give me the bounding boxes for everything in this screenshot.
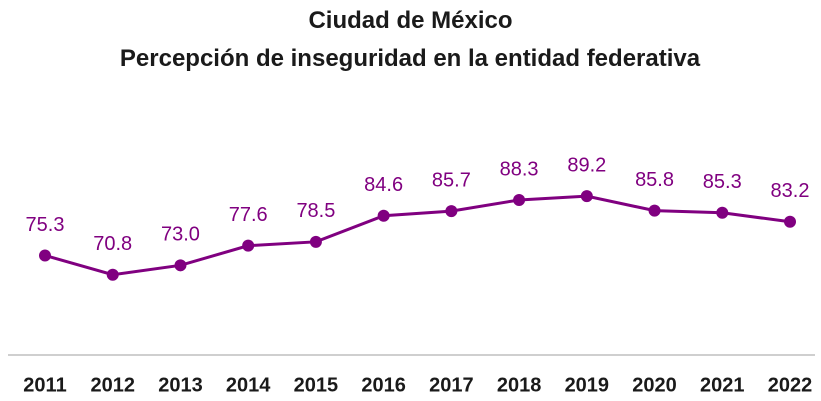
- data-label: 88.3: [500, 158, 539, 180]
- data-label: 85.3: [703, 171, 742, 193]
- data-label: 73.0: [161, 224, 200, 246]
- x-tick-label: 2017: [429, 374, 474, 396]
- marker: [39, 249, 51, 262]
- marker: [784, 215, 796, 228]
- data-label: 78.5: [296, 200, 335, 222]
- data-label: 75.3: [26, 214, 65, 236]
- marker: [309, 235, 322, 248]
- data-label: 84.6: [364, 174, 403, 196]
- data-label: 85.8: [635, 169, 674, 191]
- x-tick-label: 2016: [361, 374, 406, 396]
- data-label: 85.7: [432, 169, 471, 191]
- x-tick-label: 2013: [158, 374, 203, 396]
- marker: [242, 239, 255, 252]
- marker: [174, 259, 187, 272]
- x-tick-label: 2015: [294, 374, 339, 396]
- data-label: 77.6: [229, 204, 268, 226]
- marker: [716, 206, 729, 219]
- x-tick-label: 2011: [23, 374, 66, 396]
- x-tick-label: 2019: [565, 374, 610, 396]
- x-tick-label: 2020: [632, 374, 677, 396]
- x-tick-label: 2018: [497, 374, 542, 396]
- marker: [580, 190, 593, 203]
- chart-subtitle: Percepción de inseguridad en la entidad …: [119, 45, 701, 72]
- x-tick-label: 2012: [90, 374, 135, 396]
- data-label: 89.2: [567, 154, 606, 176]
- chart-title: Ciudad de México: [308, 7, 513, 34]
- x-tick-label: 2021: [700, 374, 745, 396]
- marker: [445, 205, 458, 218]
- data-label: 70.8: [93, 233, 132, 255]
- x-tick-label: 2014: [226, 374, 271, 396]
- marker: [513, 193, 526, 206]
- data-label: 83.2: [771, 180, 810, 202]
- marker: [648, 204, 661, 217]
- line: [44, 194, 791, 277]
- marker: [106, 268, 119, 281]
- x-tick-label: 2022: [768, 374, 813, 396]
- marker: [377, 209, 390, 222]
